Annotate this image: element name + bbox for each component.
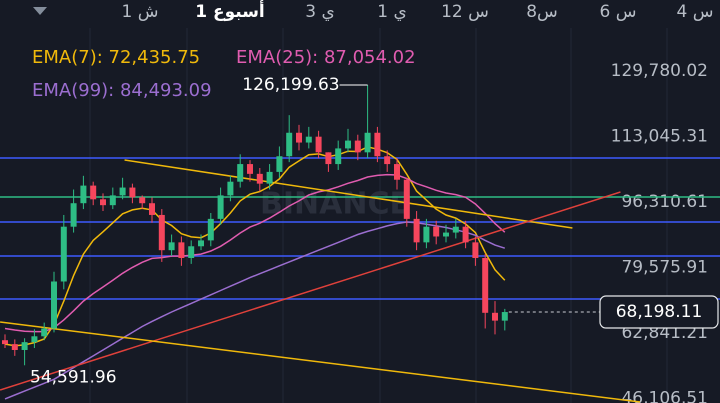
candle-body: [129, 187, 136, 198]
candle-body: [482, 258, 489, 313]
candle-body: [227, 181, 234, 196]
candle-body: [364, 132, 371, 153]
candle-body: [109, 195, 116, 206]
candle-body: [443, 232, 449, 237]
candle-body: [394, 164, 400, 180]
legend-entry: EMA(7): 72,435.75: [32, 47, 200, 68]
candle-body: [51, 281, 57, 329]
legend-entry: EMA(25): 87,054.02: [236, 47, 416, 68]
y-tick-label: 46,106.51: [621, 388, 708, 403]
candle-body: [168, 242, 175, 251]
trend-line: [0, 321, 641, 403]
candle-body: [452, 226, 459, 233]
candle-body: [149, 203, 155, 215]
candle-body: [21, 342, 28, 350]
candle-body: [462, 226, 469, 243]
candle-body: [345, 140, 351, 149]
timeframe-tab[interactable]: 12 س: [441, 2, 489, 22]
trend-line: [0, 191, 621, 391]
dropdown-icon[interactable]: [33, 7, 47, 15]
candle-body: [217, 195, 224, 219]
candle-body: [423, 226, 430, 243]
candle-body: [247, 164, 253, 174]
timeframe-tab[interactable]: 1 ي: [377, 2, 407, 22]
candle-body: [384, 156, 391, 165]
timeframe-tab[interactable]: 3 ي: [305, 2, 335, 22]
timeframe-tab[interactable]: 6 س: [600, 2, 637, 22]
candle-body: [374, 132, 381, 157]
candle-body: [31, 336, 38, 343]
timeframe-tab[interactable]: 1 ش: [122, 2, 159, 22]
candle-body: [207, 218, 214, 241]
candle-body: [90, 185, 97, 200]
y-tick-label: 129,780.02: [611, 61, 708, 81]
timeframe-tab[interactable]: 8س: [526, 2, 558, 22]
candle-body: [354, 140, 361, 153]
candle-body: [305, 136, 312, 143]
candle-body: [237, 164, 244, 182]
time-grid: [89, 28, 668, 403]
candle-body: [315, 136, 322, 153]
candle-body: [433, 226, 440, 237]
legend-entry: EMA(99): 84,493.09: [32, 80, 212, 101]
timeframe-tab[interactable]: 1 أسبوع: [195, 0, 265, 22]
candle-body: [188, 246, 195, 259]
candle-body: [256, 173, 263, 184]
candle-body: [472, 242, 479, 259]
candle-body: [325, 152, 332, 165]
candle-body: [2, 340, 8, 345]
candle-body: [335, 148, 342, 165]
candle-body: [178, 242, 185, 259]
candle-body: [158, 214, 165, 251]
ema-line: [4, 173, 506, 333]
candle-body: [11, 344, 18, 350]
candle-body: [286, 132, 293, 157]
high-label: 126,199.63: [242, 75, 339, 95]
candle-body: [296, 132, 302, 143]
y-tick-label: 96,310.61: [621, 192, 708, 212]
candle-body: [492, 312, 498, 321]
candle-body: [139, 197, 146, 204]
last-price-box: [599, 295, 719, 329]
ema-line: [4, 146, 506, 347]
y-tick-label: 79,575.91: [621, 257, 708, 277]
candle-body: [501, 312, 508, 321]
candle-body: [41, 328, 48, 337]
ema-line: [4, 221, 506, 400]
candle-body: [80, 185, 87, 204]
candle-body: [119, 187, 126, 196]
last-price-label: 68,198.11: [616, 302, 703, 322]
trend-line: [124, 159, 573, 229]
candle-body: [413, 218, 420, 243]
candle-body: [276, 156, 283, 172]
candle-body: [403, 179, 410, 219]
candle-body: [100, 199, 106, 206]
candle-body: [70, 203, 77, 227]
candle-body: [266, 171, 273, 184]
low-label: 54,591.96: [30, 367, 117, 387]
candle-body: [60, 226, 67, 282]
y-tick-label: 113,045.31: [611, 126, 708, 146]
candle-body: [198, 240, 204, 247]
timeframe-tab[interactable]: 4 س: [677, 2, 714, 22]
